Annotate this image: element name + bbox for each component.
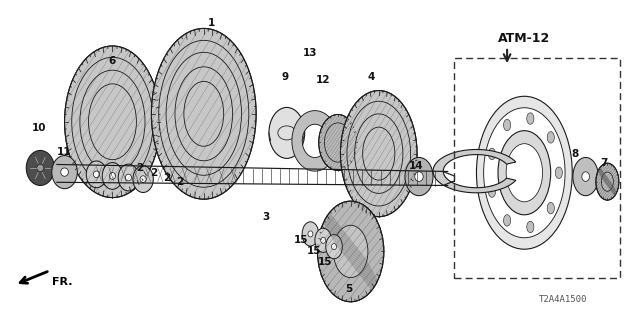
Ellipse shape [319, 115, 357, 171]
Text: 12: 12 [316, 75, 330, 85]
Ellipse shape [484, 108, 565, 238]
Ellipse shape [61, 168, 68, 176]
Text: 2: 2 [136, 163, 143, 173]
Ellipse shape [504, 215, 511, 226]
Ellipse shape [527, 221, 534, 233]
Polygon shape [292, 111, 337, 171]
Text: 2: 2 [163, 172, 170, 182]
Text: 6: 6 [109, 56, 116, 66]
Ellipse shape [504, 119, 511, 131]
Ellipse shape [302, 222, 319, 246]
Text: 2: 2 [150, 168, 157, 178]
Ellipse shape [315, 228, 332, 252]
Polygon shape [433, 149, 516, 193]
Ellipse shape [527, 113, 534, 124]
Ellipse shape [340, 91, 417, 217]
Text: 2: 2 [176, 177, 183, 187]
Text: FR.: FR. [52, 277, 72, 287]
Ellipse shape [102, 163, 123, 189]
Ellipse shape [118, 164, 139, 191]
Ellipse shape [26, 150, 54, 186]
Ellipse shape [125, 174, 131, 181]
Ellipse shape [498, 131, 550, 215]
Ellipse shape [326, 235, 342, 259]
Ellipse shape [582, 172, 589, 181]
Ellipse shape [86, 161, 107, 188]
Ellipse shape [65, 46, 161, 197]
Ellipse shape [93, 171, 100, 178]
Text: 7: 7 [600, 158, 608, 168]
Text: 5: 5 [345, 284, 353, 294]
Ellipse shape [602, 172, 613, 191]
Ellipse shape [52, 156, 77, 189]
Ellipse shape [321, 237, 326, 243]
Text: 4: 4 [367, 72, 375, 82]
Ellipse shape [415, 172, 423, 181]
Ellipse shape [332, 244, 337, 250]
Ellipse shape [556, 167, 563, 179]
Ellipse shape [547, 132, 554, 143]
Text: 3: 3 [262, 212, 269, 222]
Ellipse shape [506, 144, 543, 202]
Text: 15: 15 [307, 246, 321, 256]
Ellipse shape [133, 166, 154, 193]
Text: 1: 1 [208, 18, 215, 28]
Ellipse shape [476, 96, 572, 249]
Text: 14: 14 [408, 161, 423, 172]
Ellipse shape [488, 148, 495, 160]
Text: ATM-12: ATM-12 [498, 32, 550, 45]
Ellipse shape [333, 225, 368, 278]
Text: 11: 11 [58, 147, 72, 157]
Ellipse shape [405, 157, 433, 196]
Text: 13: 13 [303, 48, 317, 58]
Ellipse shape [109, 172, 115, 179]
Text: 15: 15 [294, 235, 308, 245]
Text: 10: 10 [32, 123, 46, 133]
Ellipse shape [36, 164, 44, 172]
Text: 9: 9 [282, 72, 289, 82]
Ellipse shape [152, 28, 256, 199]
Ellipse shape [308, 231, 313, 237]
Text: 15: 15 [318, 257, 332, 267]
Text: T2A4A1500: T2A4A1500 [538, 295, 587, 304]
Ellipse shape [573, 157, 598, 196]
Ellipse shape [488, 186, 495, 197]
Ellipse shape [317, 201, 384, 302]
Ellipse shape [140, 176, 146, 182]
Ellipse shape [269, 108, 305, 158]
Ellipse shape [547, 202, 554, 214]
Ellipse shape [596, 163, 619, 200]
Text: 8: 8 [572, 148, 579, 159]
